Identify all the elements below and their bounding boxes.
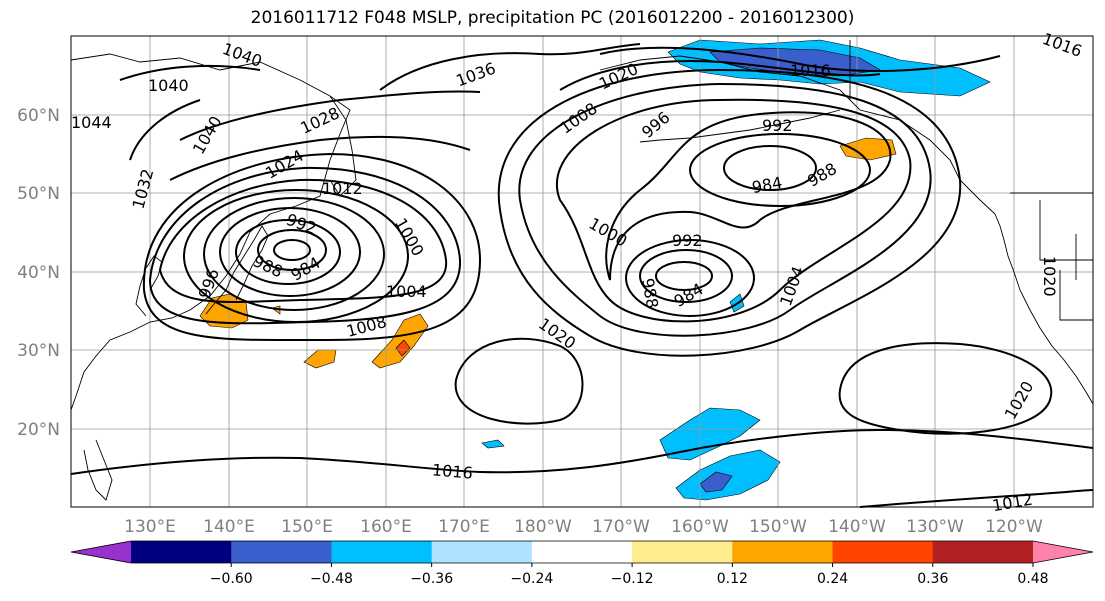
colorbar-tick-label: 0.36 xyxy=(917,571,948,587)
colorbar-extend-low xyxy=(71,541,131,563)
lon-tick-label: 140°E xyxy=(203,517,255,537)
coast-north-america xyxy=(994,213,1094,405)
lon-tick-label: 120°W xyxy=(985,517,1043,537)
isobar-high-1020-a xyxy=(454,337,584,425)
isobar-low-west-1008 xyxy=(148,166,462,325)
isobar-low-east-992 xyxy=(605,111,892,281)
border-states xyxy=(1039,200,1093,321)
colorbar-ticks: −0.60 −0.48 −0.36 −0.24 −0.12 0.12 0.24 0.36 0.4… xyxy=(210,563,1049,587)
precip-positive-pacific-a-core xyxy=(395,339,411,357)
isobar-low-west-1012 xyxy=(142,152,482,342)
coast-korea xyxy=(135,255,163,317)
colorbar-segment xyxy=(531,541,633,563)
isobar-low-east-1000 xyxy=(518,82,932,337)
colorbar-segment xyxy=(632,541,733,563)
isobar-low-east-996 xyxy=(556,98,912,323)
colorbar-segment xyxy=(431,541,533,563)
isobar-1016 xyxy=(70,428,1094,475)
isobar-label: 1040 xyxy=(148,76,189,95)
coastlines xyxy=(70,40,1094,501)
colorbar-tick-label: −0.12 xyxy=(611,571,654,587)
precip-negative-tropics-core xyxy=(699,471,733,493)
page-title: 2016011712 F048 MSLP, precipitation PC (… xyxy=(250,8,855,28)
colorbar-tick-label: 0.12 xyxy=(717,571,748,587)
lon-tick-label: 160°W xyxy=(671,517,729,537)
isobar-label: 1004 xyxy=(386,282,427,301)
isobar-low-east-core xyxy=(655,261,713,291)
isobar-low-east-988 xyxy=(625,239,755,317)
lon-tick-label: 130°W xyxy=(906,517,964,537)
colorbar-segment xyxy=(331,541,433,563)
colorbar-segments xyxy=(70,540,1094,564)
precip-positive-gulf xyxy=(839,137,897,161)
isobar-low-gulf-core xyxy=(723,145,817,191)
isobar-low-west-988 xyxy=(235,219,341,285)
isobar-label: 1016 xyxy=(431,460,473,482)
precip-positive-pacific-b xyxy=(303,349,337,369)
lon-tick-label: 140°W xyxy=(828,517,886,537)
lon-tick-label: 160°E xyxy=(360,517,412,537)
isobar-1032 xyxy=(129,99,201,161)
colorbar-segment xyxy=(131,541,232,563)
isobar-1012 xyxy=(859,489,1094,508)
colorbar-extend-high xyxy=(1033,541,1093,563)
precip-negative-small xyxy=(481,439,505,449)
colorbar-tick-label: −0.60 xyxy=(210,571,253,587)
isobar-low-west-1004 xyxy=(158,178,448,303)
coast-philippines xyxy=(83,439,113,501)
lon-tick-label: 130°E xyxy=(124,517,176,537)
lat-tick-label: 50°N xyxy=(17,184,60,204)
isobar-label: 1020 xyxy=(1040,256,1059,297)
isobar-1040 xyxy=(119,64,261,81)
isobar-1024 xyxy=(169,135,471,181)
isobar-1036 xyxy=(379,43,641,91)
colorbar-segment xyxy=(231,541,332,563)
colorbar-segment xyxy=(932,541,1034,563)
isobar-low-east-1004 xyxy=(497,68,962,357)
graticule xyxy=(71,36,1093,507)
colorbar-segment xyxy=(732,541,834,563)
isobar-1028 xyxy=(179,90,481,141)
isobar-label: 1016 xyxy=(790,61,831,80)
lat-tick-labels: 60°N 50°N 40°N 30°N 20°N xyxy=(17,106,60,440)
lat-tick-label: 20°N xyxy=(17,420,60,440)
lon-tick-label: 180°W xyxy=(514,517,572,537)
lat-tick-label: 30°N xyxy=(17,341,60,361)
lon-tick-label: 150°W xyxy=(749,517,807,537)
colorbar-tick-label: 0.24 xyxy=(817,571,848,587)
colorbar: −0.60 −0.48 −0.36 −0.24 −0.12 0.12 0.24 0.36 0.4… xyxy=(70,540,1094,587)
isobar-label: 992 xyxy=(762,116,793,135)
isobar-1016-north xyxy=(599,46,1001,72)
lon-tick-label: 170°W xyxy=(592,517,650,537)
isobar-1020-north xyxy=(559,60,881,91)
isobar-label: 1012 xyxy=(322,179,363,198)
isobar-label: 992 xyxy=(672,231,703,250)
colorbar-tick-label: 0.48 xyxy=(1017,571,1048,587)
colorbar-outline xyxy=(70,540,1094,564)
colorbar-tick-label: −0.48 xyxy=(310,571,353,587)
isobar-label: 1044 xyxy=(71,113,112,132)
isobar-low-west-996 xyxy=(203,197,385,311)
colorbar-tick-label: −0.36 xyxy=(410,571,453,587)
isobar-low-west-core xyxy=(273,239,311,261)
isobar-low-west-992 xyxy=(219,207,361,297)
colorbar-tick-label: −0.24 xyxy=(510,571,553,587)
isobar-low-east-984 xyxy=(639,249,733,303)
lat-tick-label: 40°N xyxy=(17,263,60,283)
isobar-high-1020-b xyxy=(838,342,1053,435)
lon-tick-label: 170°E xyxy=(438,517,490,537)
map-frame xyxy=(70,35,1094,508)
coast-kamchatka xyxy=(329,95,357,197)
lat-tick-label: 60°N xyxy=(17,106,60,126)
isobar-low-gulf-984 xyxy=(689,133,871,207)
isobars xyxy=(70,43,1094,508)
coast-japan xyxy=(205,225,269,315)
colorbar-segment xyxy=(832,541,934,563)
lon-tick-label: 150°E xyxy=(281,517,333,537)
coast-aleutians xyxy=(639,109,841,143)
isobar-low-west-984 xyxy=(257,229,327,271)
lon-tick-labels: 130°E 140°E 150°E 160°E 170°E 180°W 170°… xyxy=(124,517,1043,537)
